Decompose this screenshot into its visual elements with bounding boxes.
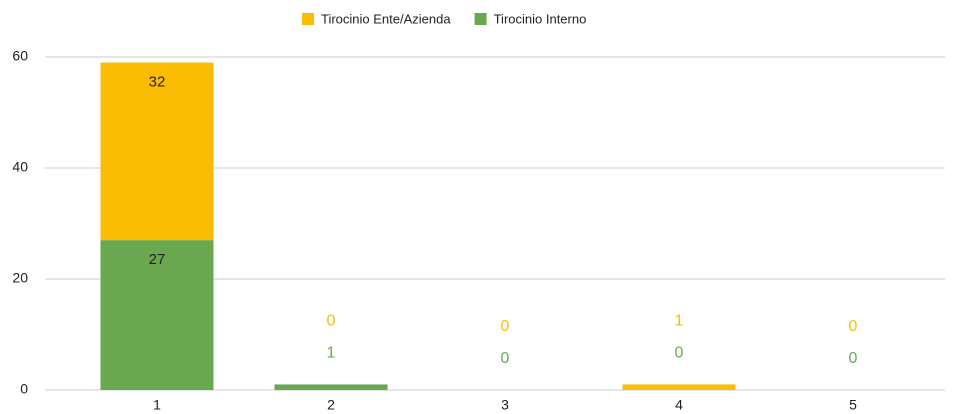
x-tick-label: 4 <box>675 397 683 413</box>
bar-segment <box>274 384 388 390</box>
data-label: 0 <box>849 318 858 335</box>
legend-label: Tirocinio Ente/Azienda <box>321 11 451 26</box>
legend-swatch <box>474 13 487 25</box>
bar-segment <box>100 62 214 241</box>
y-tick-label: 60 <box>12 48 28 64</box>
bar-segment <box>100 240 214 390</box>
y-tick-label: 40 <box>12 159 28 175</box>
data-label: 0 <box>501 350 510 367</box>
data-label: 27 <box>149 251 166 268</box>
data-label: 1 <box>327 345 336 362</box>
data-label: 0 <box>501 318 510 335</box>
data-label: 0 <box>327 313 336 330</box>
data-label: 0 <box>849 350 858 367</box>
bar-segment <box>622 384 736 390</box>
legend-label: Tirocinio Interno <box>494 11 587 26</box>
legend-swatch <box>302 13 314 25</box>
data-label: 0 <box>675 345 684 362</box>
x-tick-label: 1 <box>153 397 161 413</box>
x-tick-label: 5 <box>849 397 857 413</box>
x-tick-label: 2 <box>327 397 335 413</box>
data-label: 32 <box>149 74 166 91</box>
x-tick-label: 3 <box>501 397 509 413</box>
y-tick-label: 0 <box>20 381 28 397</box>
y-tick-label: 20 <box>12 270 28 286</box>
data-label: 1 <box>675 313 684 330</box>
